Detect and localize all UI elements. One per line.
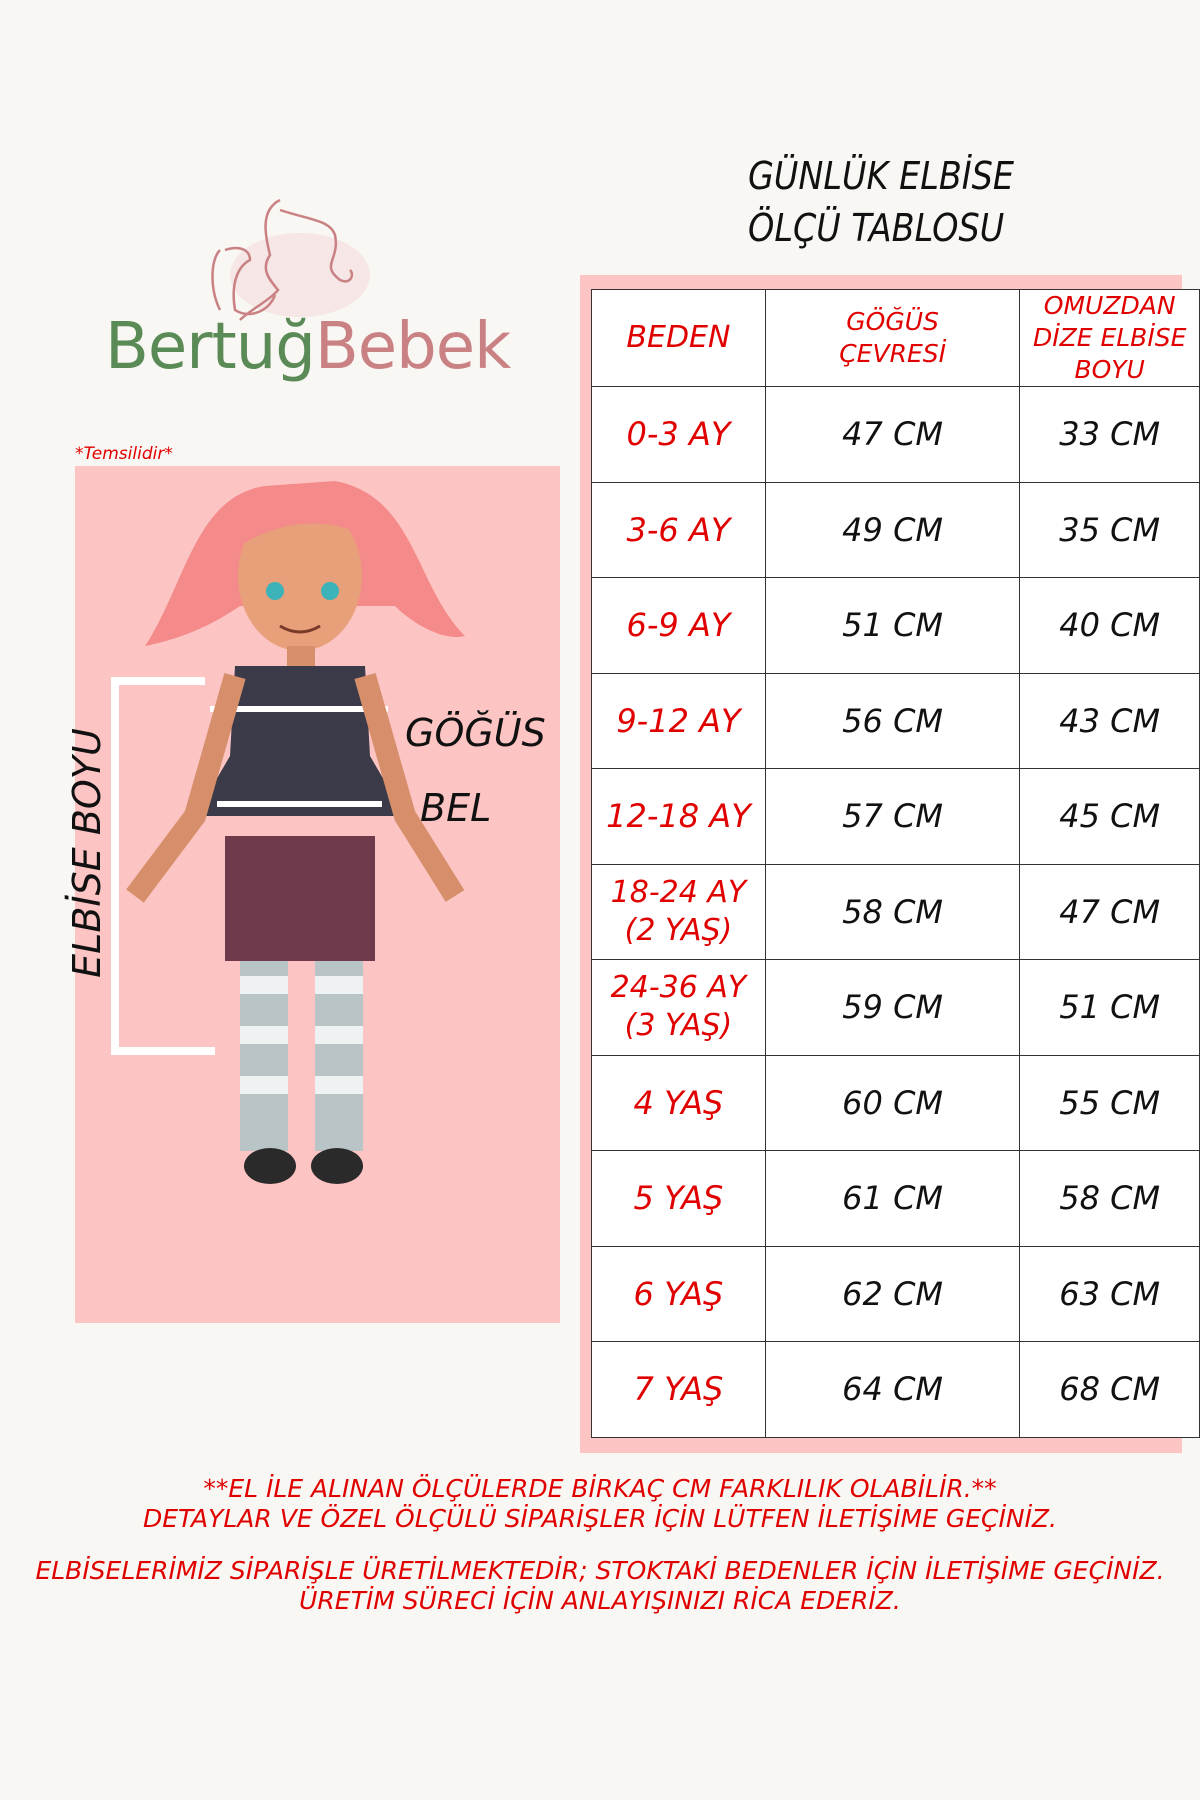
cell-chest: 49 CM: [764, 481, 1021, 578]
cell-size: 3-6 AY: [591, 481, 766, 578]
cell-length: 43 CM: [1019, 672, 1200, 769]
cell-length: 58 CM: [1019, 1150, 1200, 1247]
cell-length: 63 CM: [1019, 1245, 1200, 1342]
footer-notes: **EL İLE ALINAN ÖLÇÜLERDE BİRKAÇ CM FARK…: [0, 1474, 1200, 1616]
table-row: 0-3 AY 47 CM 33 CM: [591, 386, 1200, 483]
cell-chest: 51 CM: [764, 577, 1021, 674]
cell-size: 12-18 AY: [591, 768, 766, 865]
cell-length: 33 CM: [1019, 386, 1200, 483]
cell-chest: 47 CM: [764, 386, 1021, 483]
cell-chest: 64 CM: [764, 1341, 1021, 1438]
cell-length: 55 CM: [1019, 1054, 1200, 1151]
cell-length: 51 CM: [1019, 959, 1200, 1056]
footer-line-2: DETAYLAR VE ÖZEL ÖLÇÜLÜ SİPARİŞLER İÇİN …: [142, 1504, 1058, 1533]
cell-size: 5 YAŞ: [591, 1150, 766, 1247]
cell-chest: 58 CM: [764, 863, 1021, 960]
header-chest: GÖĞÜS ÇEVRESİ: [764, 289, 1021, 387]
cell-chest: 59 CM: [764, 959, 1021, 1056]
cell-chest: 56 CM: [764, 672, 1021, 769]
table-row: 5 YAŞ 61 CM 58 CM: [591, 1150, 1200, 1247]
girl-illustration-icon: [111, 481, 465, 1184]
table-row: 12-18 AY 57 CM 45 CM: [591, 768, 1200, 865]
header-length: OMUZDAN DİZE ELBİSE BOYU: [1019, 289, 1200, 387]
waist-label: BEL: [420, 786, 492, 830]
representative-note: *Temsilidir*: [75, 444, 173, 464]
cell-length: 68 CM: [1019, 1341, 1200, 1438]
cell-length: 40 CM: [1019, 577, 1200, 674]
table-row: 3-6 AY 49 CM 35 CM: [591, 481, 1200, 578]
table-row: 4 YAŞ 60 CM 55 CM: [591, 1054, 1200, 1151]
footer-line-1: **EL İLE ALINAN ÖLÇÜLERDE BİRKAÇ CM FARK…: [203, 1474, 997, 1503]
cell-length: 35 CM: [1019, 481, 1200, 578]
cell-size: 7 YAŞ: [591, 1341, 766, 1438]
cell-length: 47 CM: [1019, 863, 1200, 960]
chest-label: GÖĞÜS: [405, 711, 546, 755]
cell-length: 45 CM: [1019, 768, 1200, 865]
cell-chest: 57 CM: [764, 768, 1021, 865]
mother-baby-logo-icon: [211, 198, 370, 321]
cell-size: 24-36 AY (3 YAŞ): [591, 959, 766, 1056]
cell-size: 9-12 AY: [591, 672, 766, 769]
header-size: BEDEN: [591, 289, 766, 387]
dress-length-label: ELBİSE BOYU: [65, 728, 109, 978]
size-table: BEDEN GÖĞÜS ÇEVRESİ OMUZDAN DİZE ELBİSE …: [591, 289, 1200, 1438]
cell-chest: 62 CM: [764, 1245, 1021, 1342]
size-illustration: ELBİSE BOYU GÖĞÜS BEL: [65, 466, 560, 1323]
page-title: GÜNLÜK ELBİSE ÖLÇÜ TABLOSU: [748, 150, 1014, 254]
footer-line-3: ELBİSELERİMİZ SİPARİŞLE ÜRETİLMEKTEDİR; …: [35, 1556, 1165, 1585]
footer-line-4: ÜRETİM SÜRECİ İÇİN ANLAYIŞINIZI RİCA EDE…: [299, 1586, 901, 1615]
table-header-row: BEDEN GÖĞÜS ÇEVRESİ OMUZDAN DİZE ELBİSE …: [591, 289, 1200, 387]
title-line-2: ÖLÇÜ TABLOSU: [748, 206, 1005, 250]
cell-chest: 60 CM: [764, 1054, 1021, 1151]
table-row: 18-24 AY (2 YAŞ) 58 CM 47 CM: [591, 863, 1200, 960]
cell-size: 6-9 AY: [591, 577, 766, 674]
cell-size: 4 YAŞ: [591, 1054, 766, 1151]
table-row: 6-9 AY 51 CM 40 CM: [591, 577, 1200, 674]
table-row: 6 YAŞ 62 CM 63 CM: [591, 1245, 1200, 1342]
cell-chest: 61 CM: [764, 1150, 1021, 1247]
table-row: 24-36 AY (3 YAŞ) 59 CM 51 CM: [591, 959, 1200, 1056]
table-row: 9-12 AY 56 CM 43 CM: [591, 672, 1200, 769]
title-line-1: GÜNLÜK ELBİSE: [748, 154, 1014, 198]
cell-size: 0-3 AY: [591, 386, 766, 483]
cell-size: 6 YAŞ: [591, 1245, 766, 1342]
table-row: 7 YAŞ 64 CM 68 CM: [591, 1341, 1200, 1438]
brand-logo-text: BertuğBebek: [105, 310, 511, 384]
cell-size: 18-24 AY (2 YAŞ): [591, 863, 766, 960]
